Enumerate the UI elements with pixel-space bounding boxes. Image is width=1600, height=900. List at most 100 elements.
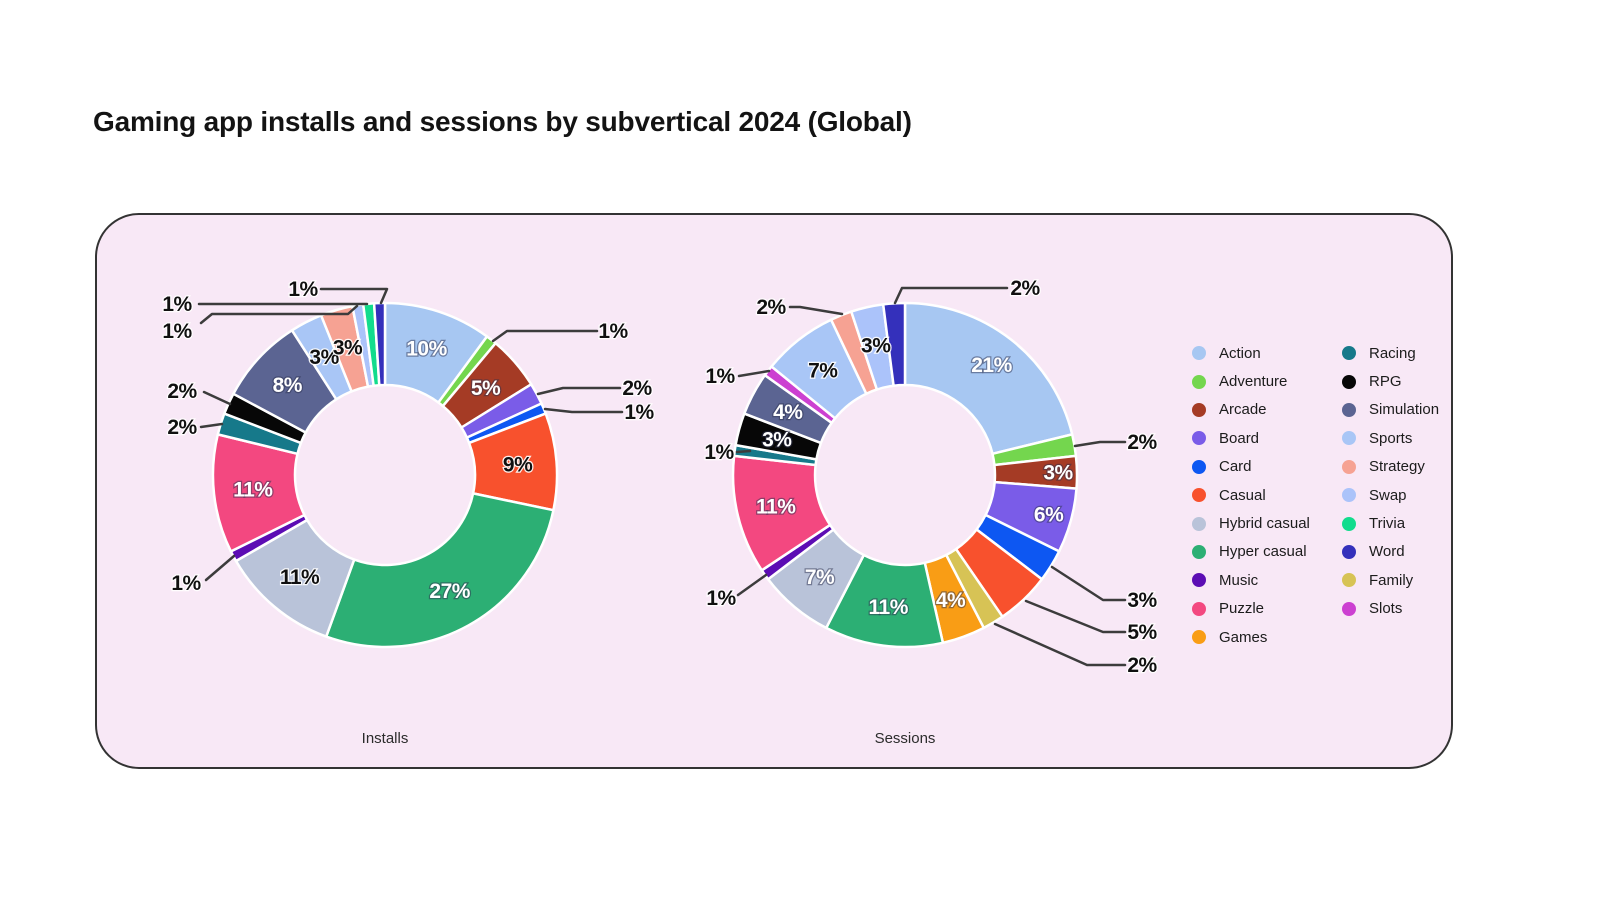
legend-item-arcade[interactable]: Arcade (1192, 396, 1342, 424)
label-installs-puzzle: 11% (233, 479, 273, 502)
legend-item-hyper-casual[interactable]: Hyper casual (1192, 538, 1342, 566)
legend-item-label: Board (1219, 429, 1260, 447)
label-sessions-adventure: 2% (1127, 431, 1157, 454)
legend-swatch-sports (1342, 431, 1356, 446)
leader-installs-adventure (491, 329, 599, 343)
slice-installs-hyper-casual[interactable] (324, 492, 555, 649)
legend-item-slots[interactable]: Slots (1342, 595, 1492, 623)
slice-sessions-action[interactable] (903, 301, 1074, 456)
label-installs-swap: 1% (162, 320, 192, 343)
legend-item-puzzle[interactable]: Puzzle (1192, 595, 1342, 623)
legend-item-family[interactable]: Family (1342, 566, 1492, 594)
legend-swatch-word (1342, 544, 1356, 559)
label-sessions-family: 2% (1127, 654, 1157, 677)
label-sessions-arcade: 3% (1043, 462, 1073, 485)
legend-item-adventure[interactable]: Adventure (1192, 367, 1342, 395)
label-sessions-hyper-casual: 11% (869, 596, 909, 619)
legend-item-simulation[interactable]: Simulation (1342, 396, 1492, 424)
leader-sessions-racing (735, 449, 752, 454)
legend-item-games[interactable]: Games (1192, 623, 1342, 651)
legend-item-strategy[interactable]: Strategy (1342, 453, 1492, 481)
legend-item-word[interactable]: Word (1342, 538, 1492, 566)
legend-column-2: Racing RPG Simulation Sports Strategy Swap Tri… (1342, 339, 1492, 651)
legend-item-label: Puzzle (1219, 600, 1265, 618)
sessions-caption: Sessions (874, 730, 936, 747)
label-installs-card: 1% (624, 401, 654, 424)
label-sessions-rpg: 3% (762, 429, 792, 452)
label-sessions-sports: 7% (808, 360, 838, 383)
legend-swatch-games (1192, 630, 1206, 645)
legend-item-trivia[interactable]: Trivia (1342, 509, 1492, 537)
legend-swatch-trivia (1342, 516, 1356, 531)
legend-item-label: Action (1219, 344, 1261, 362)
leader-sessions-music (736, 573, 768, 597)
legend-item-casual[interactable]: Casual (1192, 481, 1342, 509)
legend-swatch-arcade (1192, 402, 1206, 417)
legend-swatch-action (1192, 346, 1206, 361)
label-sessions-puzzle: 11% (756, 495, 796, 518)
leader-sessions-casual (1024, 599, 1127, 634)
label-sessions-action: 21% (971, 354, 1012, 377)
legend-swatch-simulation (1342, 402, 1356, 417)
legend: Action Adventure Arcade Board Card Casual Hybr… (1192, 339, 1492, 651)
label-sessions-card: 3% (1127, 589, 1157, 612)
legend-swatch-racing (1342, 346, 1356, 361)
installs-caption: Installs (361, 730, 409, 747)
chart-title: Gaming app installs and sessions by subv… (93, 106, 912, 137)
label-sessions-music: 1% (706, 587, 736, 610)
label-installs-adventure: 1% (598, 320, 628, 343)
leader-installs-board (536, 386, 622, 396)
legend-swatch-swap (1342, 488, 1356, 503)
label-sessions-simulation: 4% (773, 401, 803, 424)
legend-item-hybrid-casual[interactable]: Hybrid casual (1192, 509, 1342, 537)
label-installs-action: 10% (406, 338, 447, 361)
label-sessions-games: 4% (936, 589, 966, 612)
legend-swatch-hybrid-casual (1192, 516, 1206, 531)
legend-item-rpg[interactable]: RPG (1342, 367, 1492, 395)
leader-sessions-card (1050, 565, 1127, 602)
legend-item-label: Hyper casual (1219, 543, 1307, 561)
legend-item-label: Hybrid casual (1219, 515, 1310, 533)
label-installs-music: 1% (171, 572, 201, 595)
legend-item-swap[interactable]: Swap (1342, 481, 1492, 509)
legend-swatch-family (1342, 573, 1356, 588)
legend-swatch-adventure (1192, 374, 1206, 389)
legend-item-label: Sports (1369, 429, 1413, 447)
legend-item-label: Games (1219, 628, 1268, 646)
legend-item-racing[interactable]: Racing (1342, 339, 1492, 367)
legend-swatch-rpg (1342, 374, 1356, 389)
legend-item-label: Racing (1369, 344, 1416, 362)
legend-item-label: Swap (1369, 486, 1407, 504)
label-installs-trivia: 1% (162, 293, 192, 316)
leader-sessions-strategy (788, 305, 844, 316)
slice-sessions-word[interactable] (881, 301, 907, 387)
legend-item-sports[interactable]: Sports (1342, 424, 1492, 452)
slice-installs-word[interactable] (372, 301, 387, 387)
legend-item-music[interactable]: Music (1192, 566, 1342, 594)
label-installs-casual: 9% (503, 454, 533, 477)
legend-item-label: Trivia (1369, 515, 1406, 533)
legend-item-board[interactable]: Board (1192, 424, 1342, 452)
label-installs-sports: 3% (309, 346, 339, 369)
label-installs-strategy: 3% (333, 336, 363, 359)
legend-swatch-casual (1192, 488, 1206, 503)
legend-swatch-hyper-casual (1192, 544, 1206, 559)
legend-swatch-board (1192, 431, 1206, 446)
legend-item-card[interactable]: Card (1192, 453, 1342, 481)
label-installs-rpg: 2% (167, 380, 197, 403)
legend-item-label: RPG (1369, 373, 1402, 391)
legend-item-label: Simulation (1369, 401, 1440, 419)
label-sessions-hybrid-casual: 7% (805, 566, 835, 589)
leader-installs-rpg (202, 390, 232, 406)
label-sessions-strategy: 2% (756, 296, 786, 319)
leader-sessions-family (993, 622, 1127, 667)
legend-item-label: Casual (1219, 486, 1266, 504)
label-installs-arcade: 5% (471, 377, 501, 400)
legend-item-action[interactable]: Action (1192, 339, 1342, 367)
legend-item-label: Card (1219, 458, 1252, 476)
label-sessions-casual: 5% (1127, 621, 1157, 644)
legend-swatch-strategy (1342, 459, 1356, 474)
legend-item-label: Family (1369, 571, 1414, 589)
label-installs-simulation: 8% (273, 374, 303, 397)
